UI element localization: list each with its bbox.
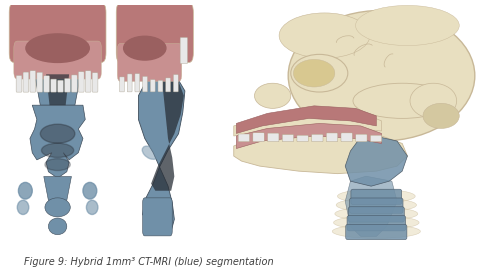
FancyBboxPatch shape (116, 3, 193, 62)
Polygon shape (236, 123, 382, 148)
Ellipse shape (41, 143, 74, 157)
FancyBboxPatch shape (85, 71, 91, 92)
FancyBboxPatch shape (23, 72, 29, 92)
FancyBboxPatch shape (180, 38, 188, 64)
Polygon shape (44, 177, 72, 200)
Ellipse shape (332, 224, 420, 238)
Ellipse shape (48, 218, 67, 235)
Ellipse shape (17, 200, 29, 214)
FancyBboxPatch shape (143, 198, 172, 236)
FancyBboxPatch shape (16, 76, 22, 92)
Ellipse shape (336, 198, 417, 212)
Polygon shape (35, 74, 81, 105)
FancyBboxPatch shape (166, 78, 170, 92)
FancyBboxPatch shape (92, 73, 98, 92)
FancyBboxPatch shape (143, 76, 147, 92)
Polygon shape (30, 105, 85, 177)
FancyBboxPatch shape (44, 76, 49, 92)
FancyBboxPatch shape (297, 135, 308, 142)
FancyBboxPatch shape (267, 133, 279, 142)
FancyBboxPatch shape (158, 80, 163, 92)
FancyBboxPatch shape (117, 43, 182, 82)
Ellipse shape (288, 11, 475, 141)
FancyBboxPatch shape (127, 74, 132, 92)
Ellipse shape (356, 5, 459, 46)
FancyBboxPatch shape (356, 134, 367, 142)
FancyBboxPatch shape (150, 80, 155, 92)
FancyBboxPatch shape (37, 72, 43, 92)
Ellipse shape (45, 198, 70, 217)
Ellipse shape (40, 124, 75, 143)
FancyBboxPatch shape (346, 224, 407, 240)
Ellipse shape (142, 146, 158, 159)
Ellipse shape (45, 159, 70, 171)
Ellipse shape (291, 54, 348, 92)
FancyBboxPatch shape (72, 75, 77, 92)
FancyBboxPatch shape (238, 134, 250, 142)
Ellipse shape (124, 36, 166, 60)
FancyBboxPatch shape (349, 198, 403, 213)
Polygon shape (234, 131, 408, 174)
FancyBboxPatch shape (120, 77, 124, 92)
Ellipse shape (334, 216, 419, 230)
FancyBboxPatch shape (282, 134, 294, 142)
Text: Figure 9: Hybrid 1mm³ CT-MRI (blue) segmentation: Figure 9: Hybrid 1mm³ CT-MRI (blue) segm… (24, 257, 274, 267)
Ellipse shape (18, 183, 32, 199)
Polygon shape (138, 77, 185, 231)
FancyBboxPatch shape (326, 133, 338, 142)
Ellipse shape (26, 34, 89, 62)
FancyBboxPatch shape (78, 72, 84, 92)
FancyBboxPatch shape (135, 74, 140, 92)
Ellipse shape (254, 83, 291, 108)
FancyBboxPatch shape (348, 207, 404, 222)
Polygon shape (236, 106, 376, 133)
FancyBboxPatch shape (173, 75, 178, 92)
Ellipse shape (353, 83, 452, 118)
Ellipse shape (335, 207, 418, 221)
Ellipse shape (293, 59, 335, 87)
Ellipse shape (410, 83, 456, 118)
FancyBboxPatch shape (351, 189, 402, 204)
Polygon shape (345, 176, 397, 237)
FancyBboxPatch shape (253, 133, 264, 142)
FancyBboxPatch shape (30, 71, 36, 92)
Ellipse shape (148, 114, 167, 134)
FancyBboxPatch shape (312, 134, 323, 142)
FancyBboxPatch shape (9, 3, 106, 62)
Polygon shape (46, 74, 69, 105)
Ellipse shape (337, 189, 415, 203)
Polygon shape (345, 133, 408, 186)
FancyBboxPatch shape (341, 133, 352, 142)
FancyBboxPatch shape (371, 135, 382, 142)
Ellipse shape (423, 103, 459, 129)
FancyBboxPatch shape (58, 80, 63, 92)
Ellipse shape (83, 183, 97, 199)
Ellipse shape (86, 200, 98, 214)
Polygon shape (234, 111, 382, 136)
FancyBboxPatch shape (51, 79, 57, 92)
Polygon shape (151, 77, 184, 191)
FancyBboxPatch shape (64, 79, 70, 92)
FancyBboxPatch shape (347, 215, 406, 231)
Ellipse shape (279, 13, 370, 58)
FancyBboxPatch shape (14, 41, 101, 79)
